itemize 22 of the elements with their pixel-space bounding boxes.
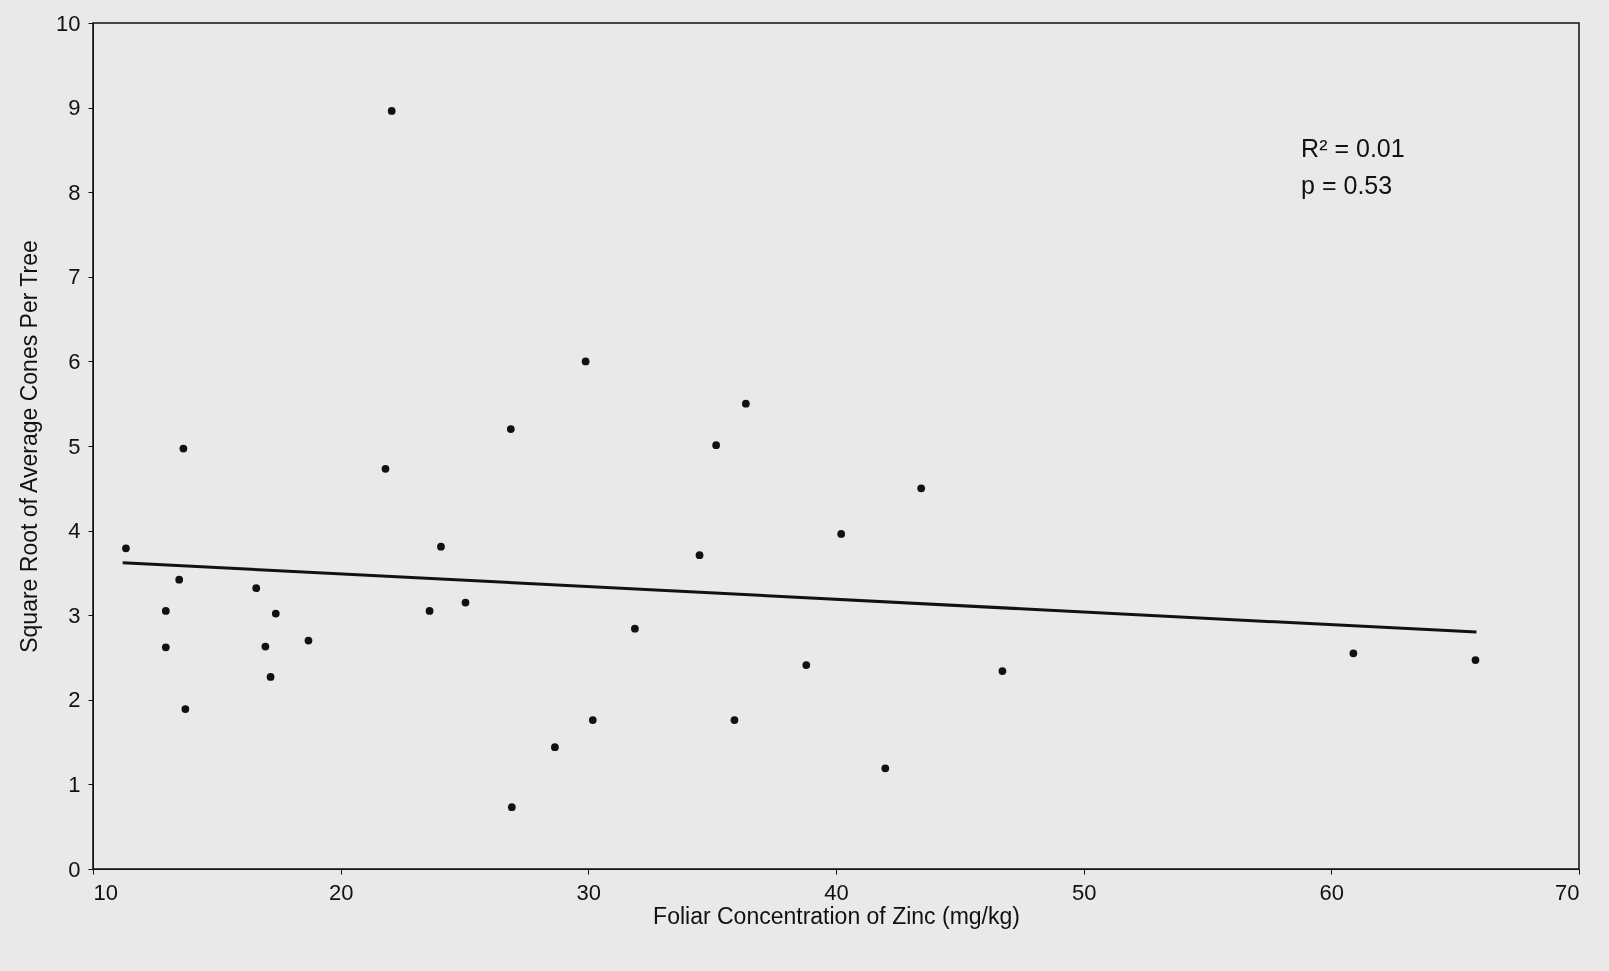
y-tick-label: 6	[68, 348, 81, 374]
x-tick-label: 50	[1071, 879, 1097, 905]
y-tick-label: 3	[68, 602, 81, 628]
x-tick-label: 70	[1555, 879, 1580, 905]
y-tick-label: 5	[68, 433, 81, 459]
annotation: p = 0.53	[1301, 171, 1393, 199]
x-tick-label: 40	[824, 879, 849, 905]
x-tick-label: 10	[93, 879, 118, 905]
y-tick-label: 1	[68, 771, 81, 797]
y-tick-label: 0	[68, 856, 81, 882]
y-tick-label: 8	[68, 179, 81, 205]
y-axis-title: Square Root of Average Cones Per Tree	[16, 240, 43, 653]
y-tick-label: 2	[68, 687, 81, 713]
y-tick-label: 7	[68, 264, 81, 290]
x-axis-title: Foliar Concentration of Zinc (mg/kg)	[653, 902, 1020, 929]
y-tick-label: 10	[56, 10, 81, 36]
x-tick-label: 60	[1319, 879, 1345, 905]
annotation: R² = 0.01	[1301, 134, 1405, 162]
y-tick-label: 9	[68, 95, 81, 121]
x-tick-label: 20	[328, 879, 354, 905]
y-tick-label: 4	[68, 518, 81, 544]
x-tick-label: 30	[576, 879, 602, 905]
